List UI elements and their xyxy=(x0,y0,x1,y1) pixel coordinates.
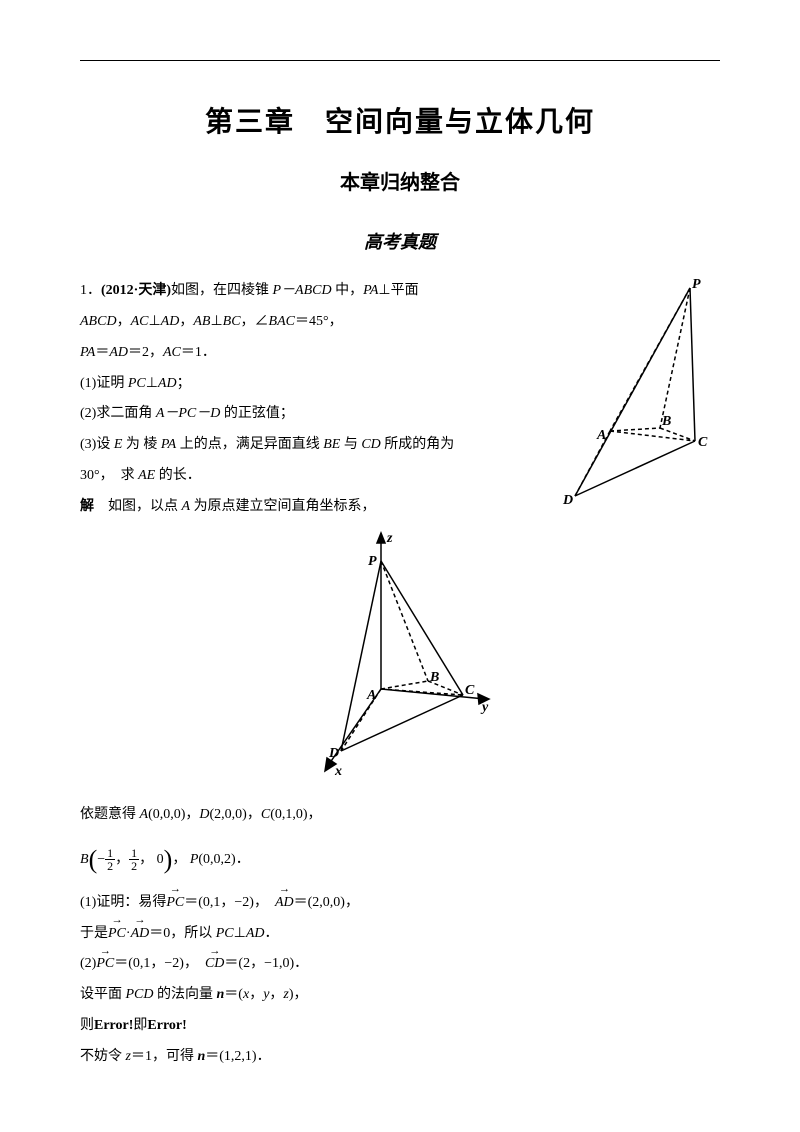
solution-label: 解 xyxy=(80,499,94,514)
fig1-label-a: A xyxy=(596,428,606,443)
fig2-axis-x: x xyxy=(334,764,342,779)
fig2-axis-z: z xyxy=(386,531,393,546)
fig2-label-a: A xyxy=(366,688,376,703)
sol-part1-b: 于是PC·AD＝0，所以 PC⊥AD． xyxy=(80,919,720,950)
sol-part2-d: 不妨令 z＝1，可得 n＝(1,2,1)． xyxy=(80,1042,720,1073)
problem-source: (2012·天津) xyxy=(101,283,171,298)
sol-part1-a: (1)证明：易得PC＝(0,1，−2)， AD＝(2,0,0)， xyxy=(80,888,720,919)
figure-1-pyramid: P A B C D xyxy=(535,276,720,519)
problem-number: 1． xyxy=(80,283,101,298)
fig1-label-c: C xyxy=(698,435,708,450)
fig1-label-p: P xyxy=(692,277,701,292)
chapter-subtitle: 本章归纳整合 xyxy=(80,161,720,205)
sol-part2-c: 则Error!即Error! xyxy=(80,1011,720,1042)
chapter-title: 第三章 空间向量与立体几何 xyxy=(80,91,720,153)
fig2-label-d: D xyxy=(328,746,339,761)
sol-part2-a: (2)PC＝(0,1，−2)， CD＝(2，−1,0)． xyxy=(80,949,720,980)
sol-part2-b: 设平面 PCD 的法向量 n＝(x，y，z)， xyxy=(80,980,720,1011)
problem-1: P A B C D 1．(2012·天津)如图，在四棱锥 P－ABCD 中，PA… xyxy=(80,276,720,1072)
fig2-label-c: C xyxy=(465,683,475,698)
fig2-label-b: B xyxy=(429,670,439,685)
top-rule xyxy=(80,60,720,61)
figure-2-coords: P A B C D z y x xyxy=(80,529,720,792)
fig2-label-p: P xyxy=(368,554,377,569)
fig1-label-b: B xyxy=(661,414,671,429)
sol-coords-1: 依题意得 A(0,0,0)，D(2,0,0)，C(0,1,0)， xyxy=(80,800,720,831)
fig2-axis-y: y xyxy=(480,700,489,715)
fig1-label-d: D xyxy=(562,493,573,506)
section-title: 高考真题 xyxy=(80,223,720,263)
